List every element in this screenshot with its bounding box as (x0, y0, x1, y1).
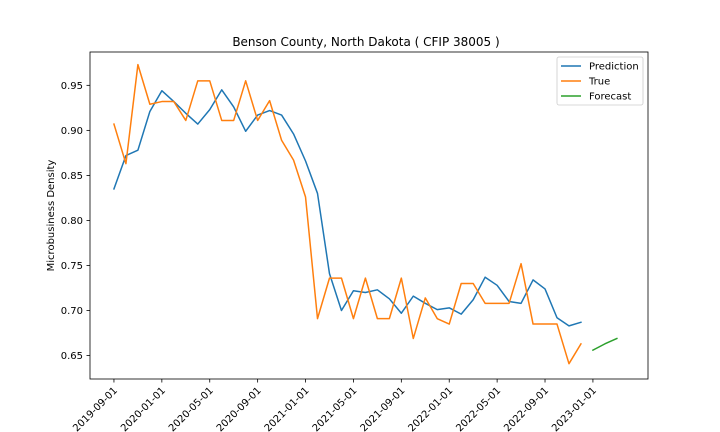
chart-title: Benson County, North Dakota ( CFIP 38005… (232, 35, 499, 49)
legend-box (556, 56, 644, 106)
y-axis-label: Microbusiness Density (46, 160, 57, 272)
y-axis: 0.65 0.70 0.75 0.80 0.85 0.90 0.95 (61, 81, 90, 362)
series-line-forecast (591, 337, 618, 352)
legend: Prediction True Forecast (556, 56, 644, 106)
legend-label-true: True (588, 77, 610, 88)
y-tick-label: 0.70 (61, 306, 83, 317)
series-line-true (113, 63, 582, 365)
plot-lines (112, 63, 618, 365)
legend-label-prediction: Prediction (589, 62, 639, 73)
plot-area-frame (89, 51, 649, 380)
y-tick-label: 0.80 (61, 216, 83, 227)
y-tick-label: 0.95 (61, 81, 83, 92)
y-tick-label: 0.90 (61, 126, 83, 137)
y-tick-label: 0.75 (61, 261, 83, 272)
y-tick-label: 0.85 (61, 171, 83, 182)
legend-label-forecast: Forecast (589, 92, 631, 103)
y-tick-label: 0.65 (61, 351, 83, 362)
